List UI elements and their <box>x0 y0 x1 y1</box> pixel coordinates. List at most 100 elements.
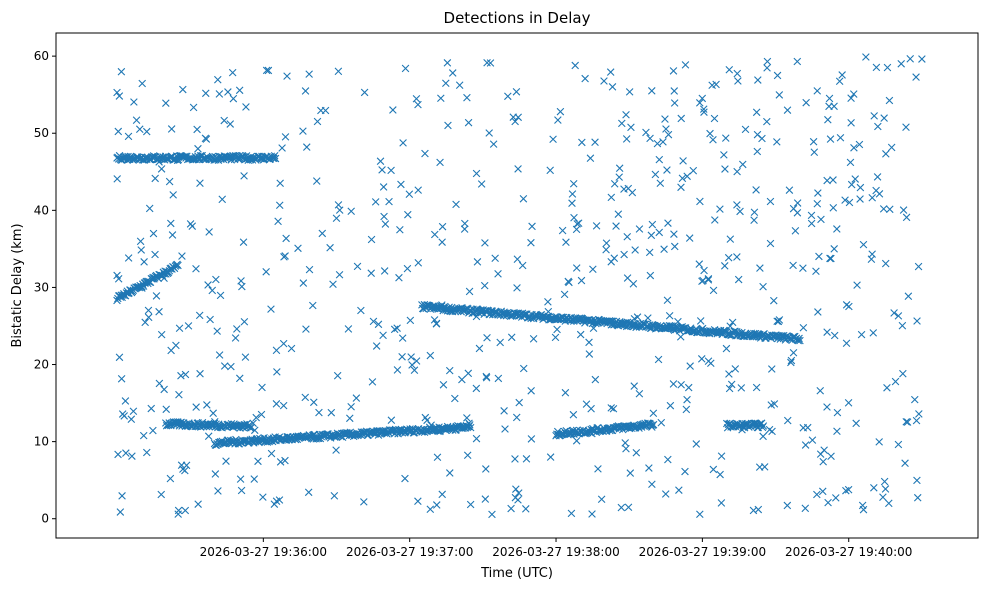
data-point <box>842 486 850 495</box>
data-point <box>194 144 202 153</box>
data-point <box>622 135 631 143</box>
data-point <box>841 196 849 204</box>
data-point <box>838 71 846 79</box>
data-point <box>625 88 634 96</box>
data-point <box>281 456 289 465</box>
data-point <box>752 108 761 117</box>
data-point <box>836 133 845 142</box>
y-axis-ticks: 0 10 20 30 40 50 60 <box>34 49 56 526</box>
data-point <box>120 412 129 420</box>
data-point <box>168 231 177 239</box>
data-point <box>612 222 620 230</box>
data-point <box>242 103 250 111</box>
data-point <box>294 244 302 253</box>
data-point <box>238 282 246 291</box>
data-point <box>883 383 891 392</box>
data-point <box>216 291 225 300</box>
data-point <box>113 271 121 280</box>
data-point <box>475 344 484 353</box>
data-point <box>681 467 689 476</box>
data-point <box>541 313 550 322</box>
data-point <box>544 298 552 306</box>
data-point <box>589 265 597 274</box>
data-point <box>282 234 290 243</box>
data-point <box>448 69 457 77</box>
data-point <box>515 398 523 407</box>
data-point <box>175 390 183 399</box>
data-point <box>463 93 471 102</box>
data-point <box>647 231 656 240</box>
data-point <box>618 119 626 128</box>
data-point <box>737 384 746 392</box>
data-point <box>670 242 679 251</box>
data-point <box>763 64 771 72</box>
data-point <box>174 261 182 270</box>
data-point <box>521 505 530 513</box>
data-point <box>684 383 693 392</box>
data-point <box>346 414 354 423</box>
data-point <box>401 64 410 73</box>
data-point <box>591 138 599 146</box>
data-point <box>218 195 227 204</box>
data-point <box>758 134 766 143</box>
data-point <box>433 453 442 462</box>
data-point <box>181 506 190 515</box>
data-point <box>635 225 644 233</box>
data-point <box>585 350 594 358</box>
data-point <box>628 188 637 197</box>
y-tick-label: 30 <box>34 280 49 294</box>
data-point <box>767 365 776 373</box>
data-point <box>646 134 654 143</box>
data-point <box>709 286 718 295</box>
data-point <box>426 505 435 514</box>
plot-frame <box>55 32 979 539</box>
data-point <box>847 94 855 102</box>
data-point <box>649 420 658 429</box>
data-point <box>609 404 618 413</box>
data-point <box>321 106 330 115</box>
data-point <box>899 369 907 378</box>
data-point <box>147 404 156 413</box>
data-point <box>642 128 650 137</box>
data-point <box>155 379 164 388</box>
data-point <box>890 309 898 317</box>
data-point <box>623 274 632 282</box>
data-point <box>507 504 515 513</box>
data-point <box>696 197 704 206</box>
data-point <box>602 245 610 254</box>
data-point <box>512 413 521 422</box>
data-point <box>141 318 149 327</box>
data-point <box>576 330 585 339</box>
data-point <box>466 500 475 509</box>
data-point <box>511 493 520 502</box>
data-point <box>466 421 474 429</box>
data-point <box>139 431 148 440</box>
data-point <box>592 222 601 230</box>
y-tick-label: 0 <box>41 512 49 526</box>
data-point <box>731 365 740 373</box>
data-point <box>380 267 389 275</box>
data-point <box>856 183 865 192</box>
data-point <box>272 346 281 355</box>
data-point <box>749 506 758 515</box>
data-point <box>767 401 776 409</box>
data-point <box>825 94 834 103</box>
data-point <box>763 117 771 126</box>
data-point <box>696 317 705 325</box>
data-point <box>511 117 519 126</box>
data-point <box>558 226 567 235</box>
data-point <box>833 225 841 233</box>
data-point <box>162 405 171 414</box>
data-point <box>572 264 581 272</box>
data-point <box>833 408 842 417</box>
data-point <box>162 99 170 107</box>
data-point <box>606 68 615 76</box>
data-point <box>709 135 717 144</box>
data-point <box>174 506 183 515</box>
data-point <box>332 214 341 223</box>
data-point <box>734 77 742 85</box>
data-point <box>645 464 653 472</box>
data-point <box>224 88 232 96</box>
data-point <box>486 59 495 67</box>
data-point <box>913 317 921 325</box>
